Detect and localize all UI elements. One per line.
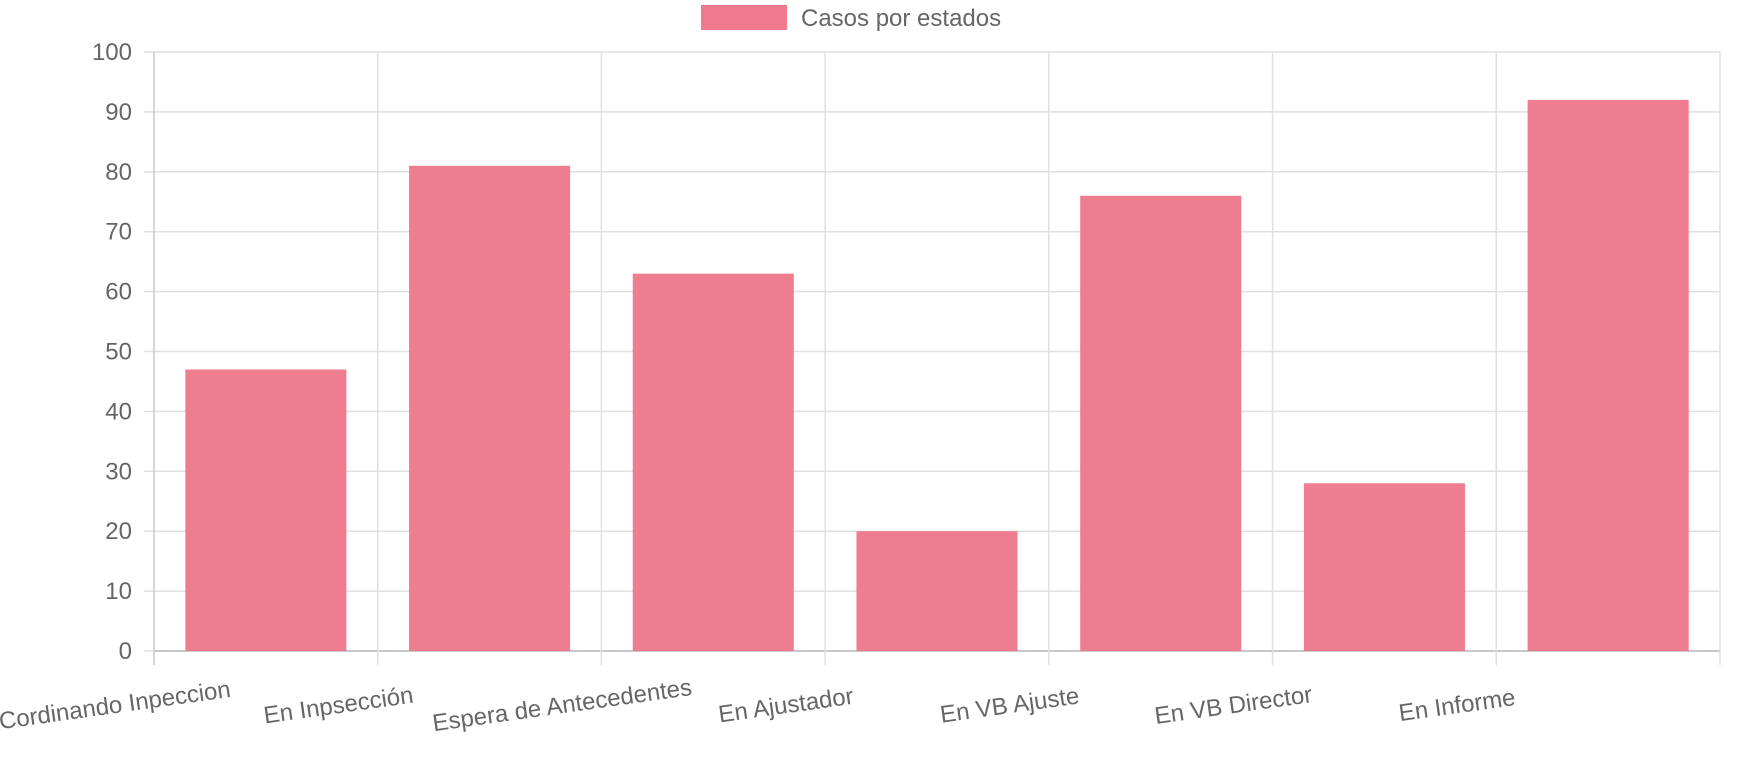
bar[interactable] (632, 273, 794, 651)
legend-label[interactable]: Casos por estados (801, 5, 1001, 32)
y-tick-label: 60 (105, 279, 132, 306)
y-tick-label: 0 (119, 638, 132, 665)
y-tick-label: 20 (105, 518, 132, 545)
bar[interactable] (1527, 99, 1689, 652)
y-tick-label: 30 (105, 458, 132, 485)
bar[interactable] (1080, 195, 1242, 651)
bar[interactable] (1303, 483, 1465, 651)
y-tick-label: 10 (105, 578, 132, 605)
x-tick-label: En Inpsección (262, 682, 415, 730)
x-tick-label: Espera de Antecedentes (431, 674, 694, 737)
bar[interactable] (409, 165, 571, 651)
y-tick-label: 50 (105, 339, 132, 366)
y-tick-label: 90 (105, 99, 132, 126)
bar[interactable] (856, 531, 1018, 651)
legend-swatch[interactable] (701, 5, 787, 30)
x-tick-label: Cordinando Inpeccion (0, 676, 232, 735)
x-tick-label: En VB Director (1153, 681, 1314, 730)
legend[interactable]: Casos por estados (701, 5, 1001, 32)
y-tick-label: 70 (105, 219, 132, 246)
x-tick-label: En Ajustador (717, 683, 856, 729)
bar-series (185, 99, 1689, 652)
x-tick-label: En VB Ajuste (938, 682, 1080, 728)
y-tick-label: 80 (105, 159, 132, 186)
y-tick-label: 100 (92, 39, 132, 66)
bar[interactable] (185, 369, 347, 651)
y-tick-label: 40 (105, 398, 132, 425)
x-tick-label: En Informe (1397, 684, 1517, 727)
